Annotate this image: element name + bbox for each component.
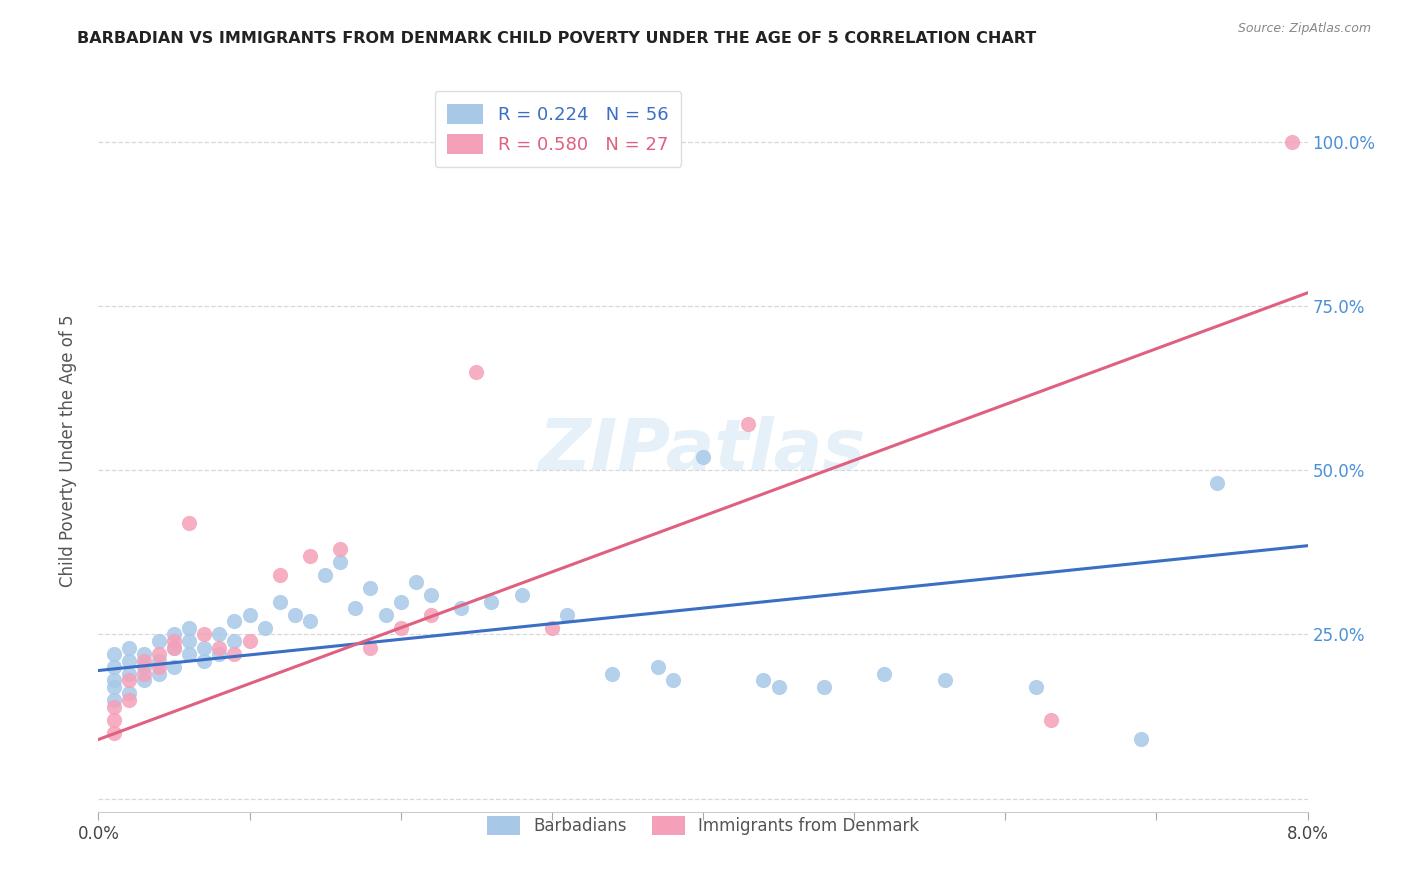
Point <box>752 673 775 688</box>
Point <box>1025 680 1047 694</box>
Point <box>389 621 412 635</box>
Point <box>132 660 155 674</box>
Point <box>602 666 624 681</box>
Point <box>179 621 201 635</box>
Point <box>103 693 125 707</box>
Point <box>224 634 246 648</box>
Point <box>103 660 125 674</box>
Point <box>239 634 262 648</box>
Point <box>208 640 231 655</box>
Point <box>148 647 170 661</box>
Point <box>103 713 125 727</box>
Point <box>239 607 262 622</box>
Legend: Barbadians, Immigrants from Denmark: Barbadians, Immigrants from Denmark <box>478 807 928 843</box>
Y-axis label: Child Poverty Under the Age of 5: Child Poverty Under the Age of 5 <box>59 314 77 587</box>
Point <box>450 601 472 615</box>
Point <box>179 634 201 648</box>
Point <box>103 647 125 661</box>
Point <box>118 673 141 688</box>
Point <box>193 627 215 641</box>
Point <box>284 607 307 622</box>
Point <box>148 666 170 681</box>
Point <box>768 680 790 694</box>
Point <box>132 654 155 668</box>
Point <box>163 640 186 655</box>
Point <box>148 634 170 648</box>
Point <box>103 699 125 714</box>
Point <box>103 726 125 740</box>
Point <box>193 640 215 655</box>
Point <box>103 673 125 688</box>
Point <box>555 607 578 622</box>
Point <box>299 549 322 563</box>
Point <box>374 607 396 622</box>
Point <box>1130 732 1153 747</box>
Point <box>661 673 683 688</box>
Point <box>132 647 155 661</box>
Point <box>148 660 170 674</box>
Point <box>193 654 215 668</box>
Point <box>132 673 155 688</box>
Point <box>314 568 336 582</box>
Point <box>118 693 141 707</box>
Point <box>253 621 276 635</box>
Point <box>360 640 382 655</box>
Point <box>163 660 186 674</box>
Point <box>510 588 533 602</box>
Point <box>540 621 562 635</box>
Text: Source: ZipAtlas.com: Source: ZipAtlas.com <box>1237 22 1371 36</box>
Point <box>208 647 231 661</box>
Point <box>813 680 835 694</box>
Point <box>737 417 759 432</box>
Point <box>224 647 246 661</box>
Point <box>405 574 427 589</box>
Point <box>329 555 352 569</box>
Point <box>692 450 714 464</box>
Point <box>269 568 291 582</box>
Point <box>344 601 367 615</box>
Point <box>389 594 412 608</box>
Point <box>481 594 503 608</box>
Point <box>118 666 141 681</box>
Point <box>329 541 352 556</box>
Point <box>118 640 141 655</box>
Point <box>163 640 186 655</box>
Point <box>208 627 231 641</box>
Point <box>118 654 141 668</box>
Point <box>224 614 246 628</box>
Point <box>1206 476 1229 491</box>
Text: ZIPatlas: ZIPatlas <box>540 416 866 485</box>
Point <box>465 365 488 379</box>
Point <box>132 666 155 681</box>
Point <box>118 686 141 700</box>
Point <box>934 673 956 688</box>
Point <box>179 516 201 530</box>
Point <box>269 594 291 608</box>
Point <box>1039 713 1062 727</box>
Text: BARBADIAN VS IMMIGRANTS FROM DENMARK CHILD POVERTY UNDER THE AGE OF 5 CORRELATIO: BARBADIAN VS IMMIGRANTS FROM DENMARK CHI… <box>77 31 1036 46</box>
Point <box>163 627 186 641</box>
Point <box>360 582 382 596</box>
Point <box>163 634 186 648</box>
Point <box>148 654 170 668</box>
Point <box>103 680 125 694</box>
Point <box>873 666 896 681</box>
Point <box>1281 135 1303 149</box>
Point <box>647 660 669 674</box>
Point <box>179 647 201 661</box>
Point <box>420 607 443 622</box>
Point <box>299 614 322 628</box>
Point <box>420 588 443 602</box>
